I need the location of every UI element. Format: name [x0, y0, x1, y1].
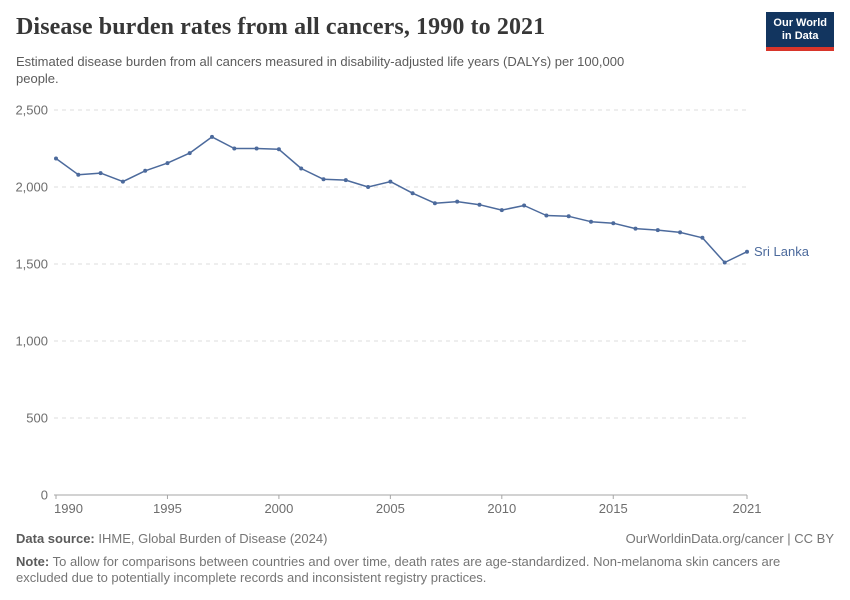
data-source-label: Data source:	[16, 531, 95, 546]
series-line[interactable]	[55, 136, 748, 264]
x-tick-label: 1990	[54, 501, 83, 516]
y-tick-label: 1,000	[15, 334, 48, 349]
x-tick-label: 2000	[264, 501, 293, 516]
y-tick-label: 0	[41, 488, 48, 503]
data-point[interactable]	[477, 202, 482, 207]
owid-logo-line2: in Data	[781, 30, 819, 42]
data-source-value: IHME, Global Burden of Disease (2024)	[94, 531, 328, 546]
data-point[interactable]	[566, 214, 571, 219]
x-tick-label: 2021	[733, 501, 762, 516]
y-tick-label: 2,500	[15, 103, 48, 118]
data-point[interactable]	[544, 213, 549, 218]
data-point[interactable]	[455, 199, 460, 204]
data-point[interactable]	[700, 235, 705, 240]
data-point[interactable]	[633, 226, 638, 231]
data-point[interactable]	[165, 161, 170, 166]
data-point[interactable]	[299, 166, 304, 171]
data-point[interactable]	[76, 172, 81, 177]
data-point[interactable]	[120, 179, 125, 184]
note-label: Note:	[16, 554, 50, 569]
owid-logo-line1: Our World	[773, 17, 827, 29]
data-point[interactable]	[410, 191, 415, 196]
chart-subtitle-line2: people.	[16, 71, 59, 86]
data-point[interactable]	[276, 147, 281, 152]
x-tick-label: 1995	[153, 501, 182, 516]
chart-subtitle-line1: Estimated disease burden from all cancer…	[16, 54, 625, 69]
data-point[interactable]	[210, 134, 214, 139]
data-point[interactable]	[522, 203, 527, 208]
data-point[interactable]	[343, 178, 348, 183]
note-line2: excluded due to potentially incomplete r…	[16, 570, 487, 585]
data-point[interactable]	[499, 208, 504, 213]
data-point[interactable]	[388, 179, 393, 184]
y-tick-label: 1,500	[15, 257, 48, 272]
data-point[interactable]	[98, 171, 103, 176]
chart-subtitle: Estimated disease burden from all cancer…	[16, 53, 736, 87]
data-point[interactable]	[722, 260, 727, 265]
data-source-text: Data source: IHME, Global Burden of Dise…	[16, 531, 327, 547]
data-point[interactable]	[232, 146, 237, 151]
chart-title[interactable]: Disease burden rates from all cancers, 1…	[16, 14, 546, 40]
data-point[interactable]	[321, 177, 326, 182]
y-tick-label: 500	[26, 411, 48, 426]
data-point[interactable]	[366, 185, 371, 189]
footer-source-row: Data source: IHME, Global Burden of Dise…	[16, 531, 834, 547]
x-tick-label: 2005	[376, 501, 405, 516]
owid-logo[interactable]: Our World in Data	[766, 12, 834, 51]
data-point[interactable]	[655, 228, 660, 233]
y-tick-label: 2,000	[15, 180, 48, 195]
data-point[interactable]	[611, 221, 616, 226]
data-point[interactable]	[432, 201, 437, 206]
data-point[interactable]	[589, 219, 593, 224]
rights-link[interactable]: OurWorldinData.org/cancer | CC BY	[625, 531, 834, 546]
data-point[interactable]	[678, 230, 683, 235]
x-tick-label: 2015	[599, 501, 628, 516]
data-point[interactable]	[54, 156, 58, 161]
series-end-label[interactable]: Sri Lanka	[754, 244, 810, 259]
data-point[interactable]	[745, 249, 749, 254]
data-point[interactable]	[143, 168, 148, 173]
data-point[interactable]	[254, 146, 259, 151]
x-tick-label: 2010	[487, 501, 516, 516]
note-line1: To allow for comparisons between countri…	[49, 554, 781, 569]
footer-note: Note: To allow for comparisons between c…	[16, 554, 816, 586]
data-point[interactable]	[187, 151, 192, 156]
